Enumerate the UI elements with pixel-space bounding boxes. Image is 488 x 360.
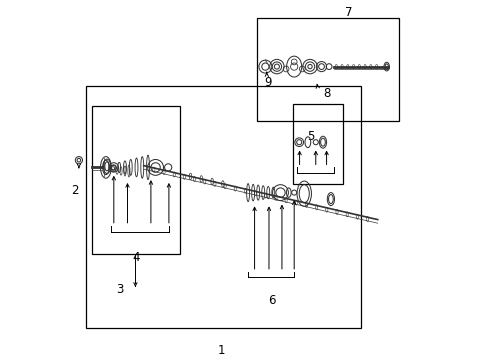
Bar (91, 106, 179, 254)
Text: 5: 5 (307, 130, 314, 143)
Text: 6: 6 (267, 294, 275, 307)
Bar (292, 104, 343, 184)
Text: 4: 4 (132, 251, 140, 264)
Text: 2: 2 (71, 184, 78, 197)
Text: 3: 3 (116, 283, 124, 296)
Text: 8: 8 (323, 87, 330, 100)
Bar (257, 18, 399, 121)
Bar (86, 86, 361, 328)
Text: 1: 1 (217, 345, 224, 357)
Text: 9: 9 (264, 76, 271, 89)
Text: 7: 7 (345, 6, 352, 19)
